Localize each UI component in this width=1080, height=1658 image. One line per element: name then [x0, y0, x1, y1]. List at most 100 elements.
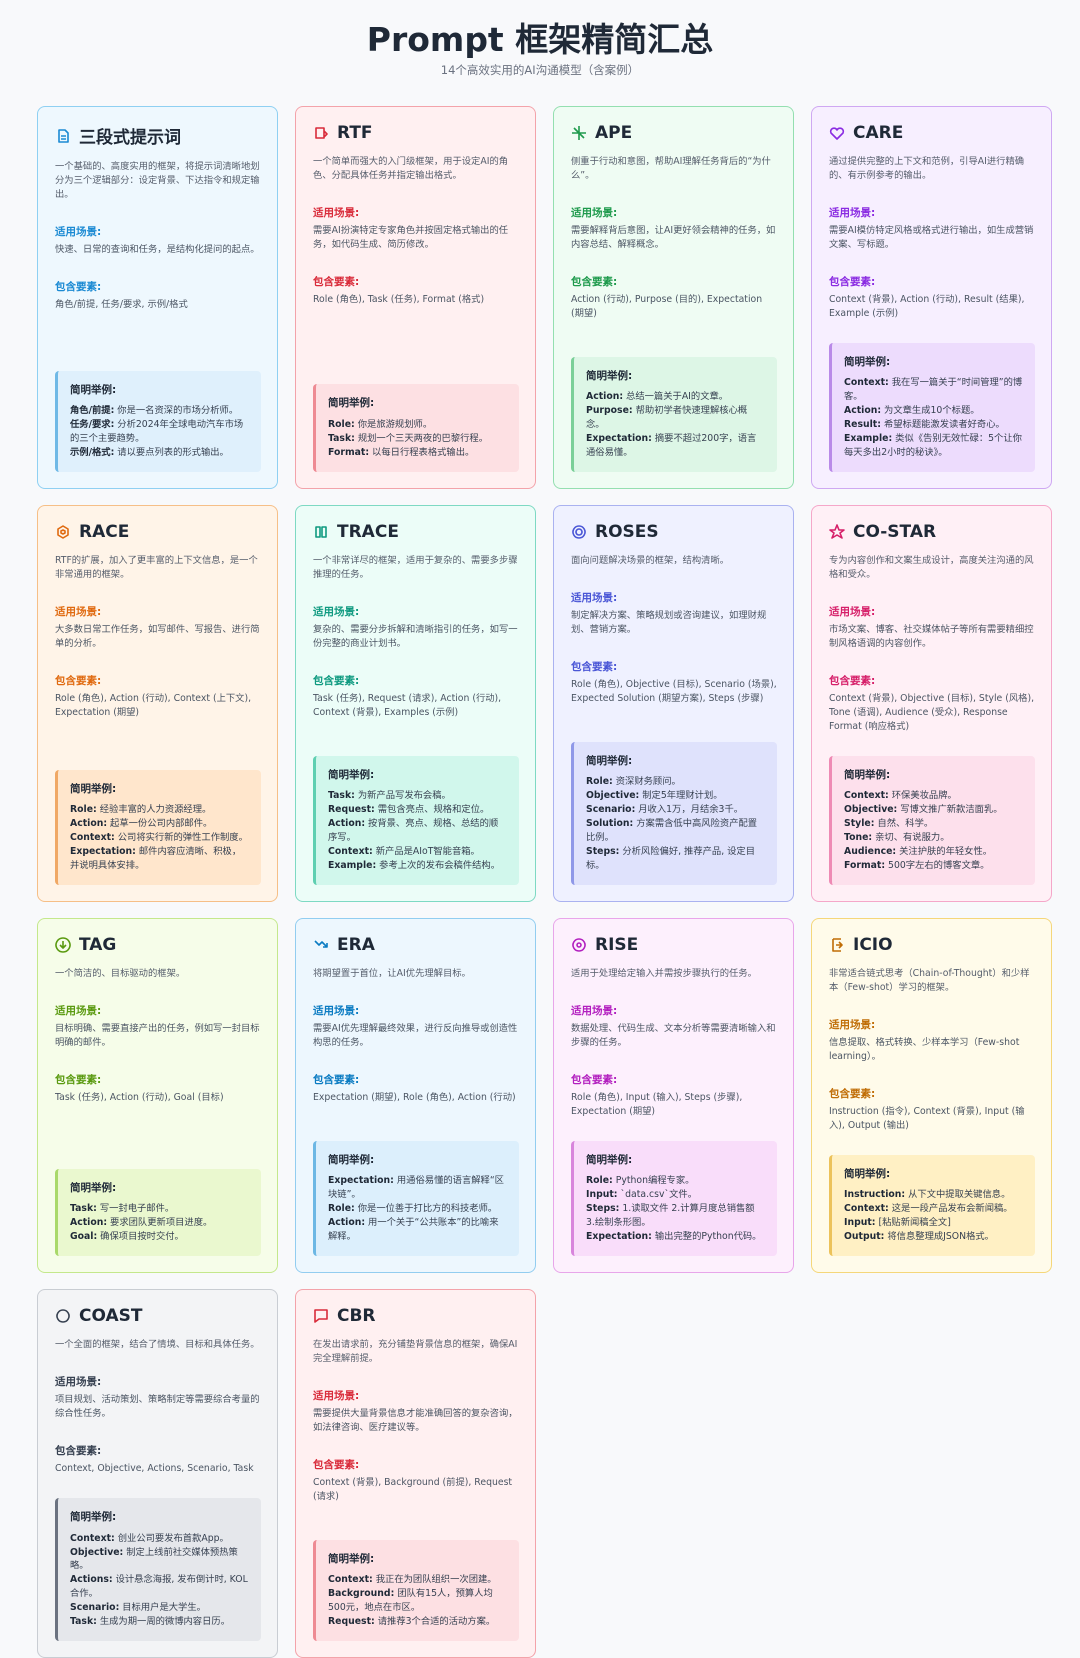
example-line: Tone: 亲切、有说服力。: [844, 831, 1023, 845]
scenario-label: 适用场景:: [829, 605, 876, 618]
card-title: RACE: [79, 522, 130, 542]
example-text: 你是旅游规划师。: [357, 419, 433, 431]
example-text: 写博文推广新款洁面乳。: [900, 804, 1003, 816]
scenario-text: 制定解决方案、策略规划或咨询建议，如理财规划、营销方案。: [571, 609, 767, 635]
elements-text: Context, Objective, Actions, Scenario, T…: [55, 1462, 254, 1474]
card-title: RISE: [595, 934, 639, 955]
example-key: Example:: [844, 433, 893, 445]
example-line: Objective: 制定5年理财计划。: [586, 789, 765, 803]
card-icon: [829, 524, 845, 539]
example-text: 参考上次的发布会稿件结构。: [379, 860, 501, 871]
elements-text: Expectation (期望), Role (角色), Action (行动): [313, 1091, 516, 1103]
example-key: Tone:: [844, 832, 873, 844]
example-line: Context: 我在写一篇关于“时间管理”的博客。: [844, 376, 1023, 404]
example-key: Action:: [328, 818, 366, 830]
example-label: 简明举例:: [70, 1181, 117, 1194]
scenario-text: 项目规划、活动策划、策略制定等需要综合考量的综合性任务。: [55, 1394, 260, 1419]
example-line: Input: `data.csv`文件。: [586, 1188, 765, 1202]
example-line: Context: 我正在为团队组织一次团建。: [328, 1573, 507, 1587]
example-key: Actions:: [70, 1574, 113, 1586]
example-key: Action:: [70, 1217, 108, 1229]
example-line: Purpose: 帮助初学者快速理解核心概念。: [586, 404, 765, 432]
card-header: RTF: [313, 123, 519, 143]
scenario-label: 适用场景:: [313, 1004, 360, 1017]
example-text: 创业公司要发布首款App。: [117, 1532, 229, 1544]
example-key: Request:: [328, 1616, 375, 1628]
example-label: 简明举例:: [328, 768, 375, 781]
example-text: 资深财务顾问。: [615, 776, 681, 788]
scenario-label: 适用场景:: [571, 206, 618, 219]
example-key: Action:: [70, 818, 108, 830]
card-description: 专为内容创作和文案生成设计，高度关注沟通的风格和受众。: [829, 555, 1034, 580]
elements-label: 包含要素:: [313, 674, 360, 687]
example-line: Action: 起草一份公司内部邮件。: [70, 817, 249, 831]
example-line: Result: 希望标题能激发读者好奇心。: [844, 418, 1023, 432]
example-label: 简明举例:: [844, 355, 891, 368]
example-line: Context: 环保美妆品牌。: [844, 789, 1023, 803]
example-label: 简明举例:: [70, 383, 117, 396]
example-key: 示例/格式:: [70, 447, 115, 459]
example-text: 起草一份公司内部邮件。: [110, 818, 213, 830]
example-label: 简明举例:: [586, 754, 633, 767]
elements-text: Role (角色), Action (行动), Context (上下文), E…: [55, 692, 252, 718]
header: Prompt 框架精简汇总 14个高效实用的AI沟通模型（含案例）: [0, 0, 1080, 88]
example-key: Request:: [328, 804, 375, 816]
example-line: Action: 总结一篇关于AI的文章。: [586, 390, 765, 404]
example-box: 简明举例: Context: 创业公司要发布首款App。 Objective: 制定…: [55, 1497, 261, 1642]
example-box: 简明举例: Context: 我正在为团队组织一次团建。 Background: 团…: [313, 1539, 519, 1642]
example-line: Role: 资深财务顾问。: [586, 775, 765, 789]
example-box: 简明举例: Role: 资深财务顾问。 Objective: 制定5年理财计划。 Sc…: [571, 741, 777, 885]
example-key: Objective:: [70, 1546, 124, 1558]
example-key: Audience:: [844, 846, 897, 858]
card-description: 侧重于行动和意图，帮助AI理解任务背后的“为什么”。: [571, 156, 771, 181]
framework-card: 三段式提示词 一个基础的、高度实用的框架，将提示词清晰地划分为三个逻辑部分：设定背…: [37, 106, 278, 489]
icon-shape: [58, 128, 69, 143]
example-text: 邮件内容应清晰、积极，并说明具体安排。: [70, 846, 242, 871]
card-description: 通过提供完整的上下文和范例，引导AI进行精确的、有示例参考的输出。: [829, 156, 1025, 181]
card-icon: [314, 940, 328, 948]
example-key: Context:: [328, 846, 373, 858]
example-line: Example: 参考上次的发布会稿件结构。: [328, 859, 507, 873]
example-text: 用一个关于“公共账本”的比喻来解释。: [328, 1217, 499, 1243]
example-text: 分析风险偏好, 推荐产品, 设定目标。: [586, 846, 756, 871]
card-header: ERA: [313, 935, 519, 955]
example-key: Expectation:: [586, 433, 652, 445]
example-line: Task: 为新产品写发布会稿。: [328, 789, 507, 803]
example-text: 新产品是AIoT智能音箱。: [375, 846, 480, 858]
card-title: CBR: [337, 1306, 376, 1327]
elements-label: 包含要素:: [55, 1444, 102, 1457]
example-key: 角色/前提:: [70, 405, 115, 417]
example-key: Solution:: [586, 818, 634, 830]
example-text: 公司将实行新的弹性工作制度。: [117, 832, 248, 844]
example-line: Steps: 分析风险偏好, 推荐产品, 设定目标。: [586, 845, 765, 873]
example-text: 为新产品写发布会稿。: [357, 790, 451, 802]
example-line: Input: [粘贴新闻稿全文]: [844, 1216, 1023, 1230]
card-title: CO-STAR: [853, 522, 937, 542]
card-description: 一个简洁的、目标驱动的框架。: [55, 967, 186, 979]
example-text: Python编程专家。: [615, 1175, 695, 1187]
example-line: Context: 创业公司要发布首款App。: [70, 1532, 249, 1546]
scenario-label: 适用场景:: [55, 1376, 102, 1388]
example-line: Request: 需包含亮点、规格和定位。: [328, 803, 507, 817]
example-key: Context:: [844, 377, 889, 389]
scenario-label: 适用场景:: [55, 225, 102, 238]
example-box: 简明举例: 角色/前提: 你是一名资深的市场分析师。 任务/要求: 分析2024年全…: [55, 370, 261, 472]
example-text: 设计悬念海报, 发布倒计时, KOL合作。: [70, 1574, 248, 1600]
example-text: 月收入1万，月结余3千。: [638, 804, 744, 816]
example-key: Task:: [328, 790, 355, 802]
example-key: Action:: [328, 1217, 366, 1229]
scenario-text: 市场文案、博客、社交媒体帖子等所有需要精细控制风格语调的内容创作。: [829, 623, 1034, 649]
example-text: 请推荐3个合适的活动方案。: [377, 1616, 496, 1628]
example-line: Format: 以每日行程表格式输出。: [328, 446, 507, 460]
framework-card: ICIO 非常适合链式思考（Chain-of-Thought）和少样本（Few-s…: [811, 917, 1052, 1274]
card-title: ERA: [337, 934, 375, 955]
scenario-text: 信息提取、格式转换、少样本学习（Few-shot learning）。: [829, 1036, 1020, 1062]
example-line: Scenario: 目标用户是大学生。: [70, 1601, 249, 1615]
elements-label: 包含要素:: [571, 1073, 618, 1086]
card-description: 一个全面的框架，结合了情境、目标和具体任务。: [55, 1339, 260, 1351]
card-icon: [832, 938, 843, 952]
scenario-text: 快速、日常的查询和任务，是结构化提问的起点。: [55, 243, 260, 255]
card-description: 适用于处理给定输入并需按步骤执行的任务。: [571, 967, 757, 979]
card-description: 面向问题解决场景的框架，结构清晰。: [571, 555, 730, 566]
card-header: ROSES: [571, 522, 777, 542]
